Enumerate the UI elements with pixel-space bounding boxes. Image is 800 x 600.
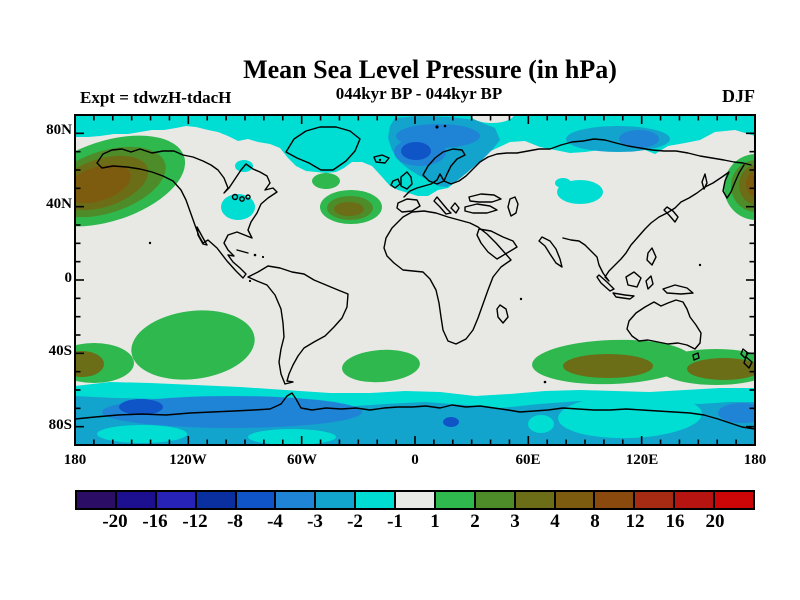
lat-tick-40N: 40N: [46, 196, 72, 212]
lon-tick-60E: 60E: [515, 452, 541, 468]
colorbar-segment-2: [154, 492, 195, 508]
great-lake-2: [239, 196, 245, 202]
antarctica-coast: [75, 392, 755, 430]
caspian-sea: [507, 196, 519, 217]
colorbar-label--16: -16: [142, 511, 168, 532]
season-label: DJF: [722, 86, 755, 106]
colorbar-segment-8: [394, 492, 434, 508]
colorbar-segment-10: [473, 492, 514, 508]
colorbar-label-12: 12: [625, 511, 645, 532]
colorbar-label--4: -4: [267, 511, 283, 532]
greenland-coast: [285, 126, 361, 171]
colorbar-segment-14: [633, 492, 674, 508]
colorbar-segment-15: [673, 492, 713, 508]
colorbar-segment-13: [593, 492, 634, 508]
colorbar-label--3: -3: [307, 511, 323, 532]
java: [612, 292, 635, 300]
iceland: [373, 154, 390, 164]
madagascar: [496, 304, 509, 324]
tasmania: [692, 352, 700, 361]
lon-tick-120W: 120W: [169, 452, 207, 468]
black-sea: [468, 193, 502, 203]
colorbar: [75, 490, 755, 510]
north-atlantic-positive-blob: [312, 173, 382, 224]
colorbar-segment-9: [433, 492, 474, 508]
colorbar-label--12: -12: [182, 511, 208, 532]
new-zealand-south: [743, 356, 753, 369]
lon-tick-60W: 60W: [287, 452, 317, 468]
colorbar-segment-1: [114, 492, 155, 508]
sumatra: [596, 274, 615, 292]
britain: [400, 171, 413, 190]
arabia: [476, 228, 518, 260]
colorbar-label-2: 2: [470, 511, 480, 532]
india: [538, 236, 563, 268]
africa-coast: [383, 210, 512, 345]
japan: [663, 206, 679, 223]
south-america-coast: [247, 265, 349, 385]
colorbar-segment-0: [77, 492, 115, 508]
italy: [433, 196, 452, 215]
colorbar-label-8: 8: [590, 511, 600, 532]
lon-tick-120E: 120E: [625, 452, 659, 468]
colorbar-label-20: 20: [705, 511, 725, 532]
baja-peninsula: [196, 226, 208, 246]
colorbar-label-1: 1: [430, 511, 440, 532]
colorbar-segment-5: [274, 492, 315, 508]
axis-ticks: [74, 114, 756, 446]
colorbar-label--1: -1: [387, 511, 403, 532]
lon-tick-0: 0: [411, 452, 419, 468]
colorbar-label-16: 16: [665, 511, 685, 532]
iberia: [396, 198, 421, 213]
colorbar-label--8: -8: [227, 511, 243, 532]
coastlines: [75, 126, 755, 430]
experiment-label: Expt = tdwzH-tdacH: [80, 88, 232, 107]
antarctic-anomaly-band: [75, 382, 755, 445]
north-america-coast: [96, 148, 278, 279]
colorbar-segment-12: [553, 492, 594, 508]
southern-positive-blobs: [75, 310, 755, 385]
page-title: Mean Sea Level Pressure (in hPa): [243, 55, 617, 84]
colorbar-segment-16: [713, 492, 753, 508]
subtitle-period: 044kyr BP - 044kyr BP: [335, 84, 503, 103]
kamchatka-positive-blob: [724, 154, 755, 220]
small-islands: [148, 124, 702, 384]
east-asia-coast: [562, 164, 745, 282]
colorbar-label-3: 3: [510, 511, 520, 532]
colorbar-segment-6: [314, 492, 355, 508]
great-lake-3: [245, 194, 251, 200]
colorbar-segment-4: [234, 492, 275, 508]
borneo: [625, 271, 642, 288]
philippines: [646, 247, 657, 266]
colorbar-segment-3: [194, 492, 235, 508]
scandinavia: [422, 148, 466, 185]
lon-tick-180E: 180: [743, 452, 767, 468]
colorbar-label-4: 4: [550, 511, 560, 532]
lat-tick-0: 0: [64, 270, 73, 286]
lon-tick-180W: 180: [63, 452, 87, 468]
lat-tick-40S: 40S: [48, 343, 72, 359]
great-lake-1: [231, 193, 239, 201]
cuba: [236, 249, 249, 254]
sulawesi: [645, 275, 654, 290]
colorbar-segment-7: [354, 492, 394, 508]
greece: [450, 202, 460, 214]
australia-coast: [626, 299, 702, 350]
colorbar-label--2: -2: [347, 511, 363, 532]
ireland: [390, 178, 401, 189]
colorbar-label--20: -20: [102, 511, 128, 532]
anatolia: [464, 203, 498, 214]
sakhalin: [701, 173, 708, 190]
eurasia-north-coast: [403, 138, 752, 198]
new-guinea: [662, 284, 694, 295]
colorbar-segment-11: [513, 492, 554, 508]
lat-tick-80N: 80N: [46, 122, 72, 138]
lat-tick-80S: 80S: [48, 417, 72, 433]
